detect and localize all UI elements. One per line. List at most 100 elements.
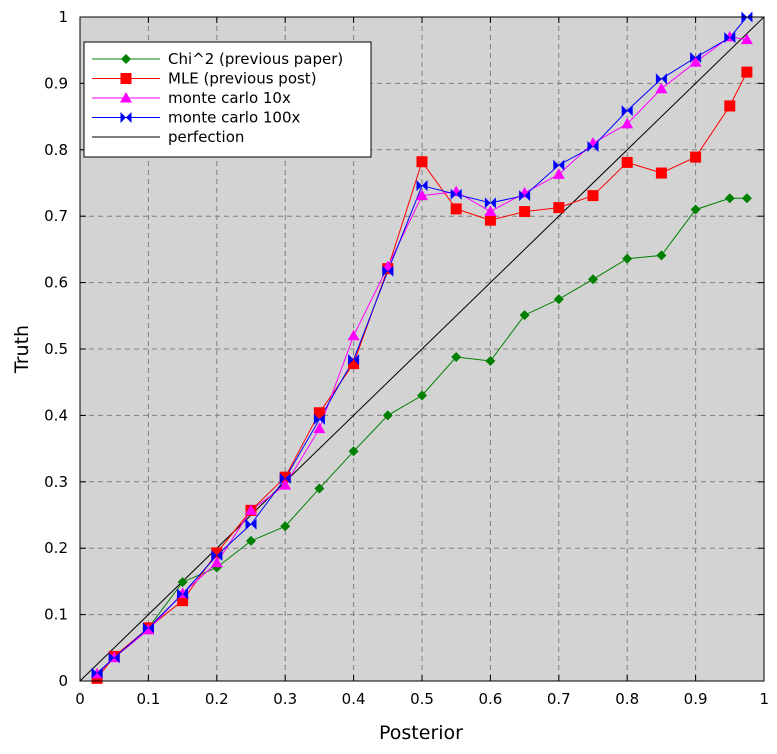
data-point-monte-carlo-100x xyxy=(148,622,154,634)
data-point-monte-carlo-100x xyxy=(558,159,565,171)
data-point-monte-carlo-100x xyxy=(450,188,457,200)
data-point-mle-previous-post xyxy=(313,407,325,419)
x-axis-title: Posterior xyxy=(379,722,463,744)
data-point-monte-carlo-100x xyxy=(519,190,525,202)
y-tick-label: 0.9 xyxy=(44,74,68,92)
data-point-monte-carlo-100x xyxy=(695,52,702,64)
x-tick-label: 0.7 xyxy=(547,690,571,708)
data-point-monte-carlo-100x xyxy=(279,472,286,484)
data-point-mle-previous-post xyxy=(177,595,189,607)
data-point-chi-2-previous-paper xyxy=(177,577,188,588)
legend-label-monte-carlo-100x: monte carlo 100x xyxy=(168,109,301,127)
data-point-mle-previous-post xyxy=(690,151,702,163)
y-tick-label: 0.1 xyxy=(44,606,68,624)
data-point-monte-carlo-100x xyxy=(422,180,428,192)
y-tick-label: 0.2 xyxy=(44,539,68,557)
data-point-monte-carlo-100x xyxy=(216,550,223,562)
data-point-monte-carlo-100x xyxy=(353,354,360,366)
data-point-mle-previous-post xyxy=(655,167,667,179)
x-tick-labels: 0 0.1 0.2 0.3 0.4 0.5 0.6 0.7 0.8 0.9 1 xyxy=(75,690,769,708)
data-point-monte-carlo-100x xyxy=(729,32,736,44)
data-point-mle-previous-post xyxy=(519,206,531,218)
data-point-mle-previous-post xyxy=(450,203,462,215)
axis-ticks xyxy=(79,16,765,682)
x-tick-label: 0.6 xyxy=(478,690,502,708)
legend: Chi^2 (previous paper) MLE (previous post… xyxy=(83,41,372,158)
data-point-monte-carlo-100x xyxy=(285,472,291,484)
data-point-monte-carlo-100x xyxy=(661,73,667,85)
x-tick-label: 0.1 xyxy=(136,690,160,708)
data-point-chi-2-previous-paper xyxy=(348,446,359,457)
data-point-monte-carlo-10x xyxy=(416,189,428,201)
data-point-monte-carlo-100x xyxy=(416,180,422,192)
data-point-mle-previous-post xyxy=(587,190,599,202)
data-point-monte-carlo-10x xyxy=(245,504,257,515)
data-point-chi-2-previous-paper xyxy=(690,204,701,215)
data-point-mle-previous-post xyxy=(91,672,103,684)
data-point-monte-carlo-10x xyxy=(484,205,497,217)
data-point-monte-carlo-100x xyxy=(114,652,120,664)
legend-marker-mle-previous-post xyxy=(120,73,132,84)
data-point-monte-carlo-10x xyxy=(689,56,702,67)
data-point-monte-carlo-10x xyxy=(279,479,292,490)
data-point-mle-previous-post xyxy=(348,358,360,370)
data-point-chi-2-previous-paper xyxy=(314,483,325,494)
legend-label-mle-previous-post: MLE (previous post) xyxy=(168,70,317,88)
x-tick-label: 0.9 xyxy=(684,690,708,708)
data-point-monte-carlo-10x xyxy=(347,329,360,341)
data-point-chi-2-previous-paper xyxy=(656,250,667,261)
x-tick-label: 0 xyxy=(75,690,85,708)
data-point-monte-carlo-100x xyxy=(108,652,115,664)
y-axis-title: Truth xyxy=(11,325,33,374)
data-point-monte-carlo-100x xyxy=(251,518,257,530)
y-tick-label: 0.8 xyxy=(44,141,68,159)
data-point-chi-2-previous-paper xyxy=(280,521,291,532)
data-point-monte-carlo-10x xyxy=(621,117,634,129)
data-point-monte-carlo-100x xyxy=(348,354,354,366)
data-point-monte-carlo-100x xyxy=(621,105,628,117)
data-point-chi-2-previous-paper xyxy=(417,390,427,401)
legend-label-perfection: perfection xyxy=(168,128,244,146)
data-point-chi-2-previous-paper xyxy=(519,310,530,321)
data-point-monte-carlo-100x xyxy=(484,197,491,209)
x-tick-label: 0.8 xyxy=(615,690,639,708)
data-point-chi-2-previous-paper xyxy=(588,274,598,285)
data-point-monte-carlo-100x xyxy=(690,52,696,64)
data-point-monte-carlo-100x xyxy=(724,32,730,44)
data-point-mle-previous-post xyxy=(484,214,496,226)
data-point-monte-carlo-10x xyxy=(655,82,668,94)
y-tick-label: 0 xyxy=(58,672,68,690)
y-tick-label: 0.7 xyxy=(44,207,68,225)
data-point-monte-carlo-100x xyxy=(211,550,217,562)
data-point-monte-carlo-10x xyxy=(210,556,223,568)
data-point-mle-previous-post xyxy=(279,471,291,483)
data-point-chi-2-previous-paper xyxy=(246,535,256,546)
data-point-mle-previous-post xyxy=(211,547,223,559)
data-point-monte-carlo-10x xyxy=(740,33,753,45)
legend-marker-monte-carlo-10x xyxy=(120,92,132,103)
y-tick-label: 1 xyxy=(58,8,68,26)
data-point-monte-carlo-10x xyxy=(552,168,565,179)
y-tick-label: 0.5 xyxy=(44,340,68,358)
data-point-monte-carlo-100x xyxy=(177,588,183,600)
legend-marker-monte-carlo-100x xyxy=(126,112,132,123)
data-point-chi-2-previous-paper xyxy=(741,193,752,204)
data-point-monte-carlo-10x xyxy=(313,422,326,434)
data-point-monte-carlo-100x xyxy=(313,413,320,425)
data-point-chi-2-previous-paper xyxy=(622,253,633,264)
data-point-monte-carlo-100x xyxy=(245,518,251,530)
data-point-mle-previous-post xyxy=(553,202,565,214)
data-point-monte-carlo-100x xyxy=(319,413,325,425)
y-tick-label: 0.3 xyxy=(44,473,68,491)
y-tick-labels: 0 0.1 0.2 0.3 0.4 0.5 0.6 0.7 0.8 0.9 1 xyxy=(44,8,68,690)
x-tick-label: 0.2 xyxy=(205,690,229,708)
data-point-chi-2-previous-paper xyxy=(382,410,393,421)
data-point-monte-carlo-100x xyxy=(91,667,98,679)
data-point-monte-carlo-100x xyxy=(655,73,662,85)
data-point-mle-previous-post xyxy=(724,100,736,112)
data-point-chi-2-previous-paper xyxy=(485,355,496,366)
data-point-monte-carlo-100x xyxy=(387,265,394,277)
series-line-perfection xyxy=(79,16,765,682)
data-point-chi-2-previous-paper xyxy=(724,193,735,204)
y-tick-label: 0.4 xyxy=(44,406,68,424)
